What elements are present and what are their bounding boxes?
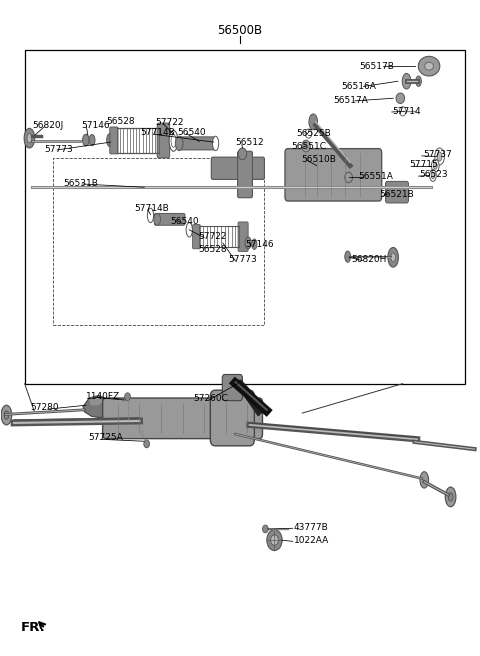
Text: 57725A: 57725A bbox=[88, 434, 122, 443]
Ellipse shape bbox=[175, 136, 183, 151]
Text: 56531B: 56531B bbox=[63, 180, 98, 188]
Ellipse shape bbox=[147, 208, 154, 222]
Ellipse shape bbox=[89, 134, 95, 146]
Text: 56517A: 56517A bbox=[333, 96, 368, 106]
Ellipse shape bbox=[252, 239, 257, 249]
Text: 57714: 57714 bbox=[392, 108, 421, 117]
Text: 1140FZ: 1140FZ bbox=[86, 392, 120, 401]
Circle shape bbox=[267, 529, 282, 550]
Text: 57280: 57280 bbox=[30, 403, 59, 413]
FancyBboxPatch shape bbox=[157, 123, 169, 158]
Text: 56540: 56540 bbox=[178, 128, 206, 136]
Text: 57714B: 57714B bbox=[135, 205, 169, 213]
Ellipse shape bbox=[420, 472, 429, 488]
FancyBboxPatch shape bbox=[285, 149, 382, 201]
FancyBboxPatch shape bbox=[155, 213, 185, 225]
FancyBboxPatch shape bbox=[222, 375, 242, 401]
Ellipse shape bbox=[1, 405, 12, 425]
Text: 57722: 57722 bbox=[198, 232, 227, 241]
Text: 56523: 56523 bbox=[419, 171, 448, 179]
FancyBboxPatch shape bbox=[110, 127, 118, 154]
Circle shape bbox=[125, 393, 131, 401]
Polygon shape bbox=[89, 398, 104, 405]
Text: 1022AA: 1022AA bbox=[294, 535, 329, 544]
Ellipse shape bbox=[171, 134, 176, 148]
Text: 57714B: 57714B bbox=[140, 129, 175, 137]
FancyBboxPatch shape bbox=[238, 222, 248, 251]
Ellipse shape bbox=[83, 134, 89, 146]
FancyBboxPatch shape bbox=[192, 224, 200, 249]
Text: 56516A: 56516A bbox=[341, 82, 376, 91]
Text: 56551C: 56551C bbox=[292, 142, 327, 150]
Polygon shape bbox=[234, 380, 266, 416]
Ellipse shape bbox=[4, 411, 9, 419]
Ellipse shape bbox=[445, 487, 456, 506]
FancyBboxPatch shape bbox=[385, 181, 408, 203]
Ellipse shape bbox=[402, 73, 411, 89]
Text: FR.: FR. bbox=[21, 621, 46, 634]
Ellipse shape bbox=[432, 159, 439, 173]
FancyBboxPatch shape bbox=[238, 152, 252, 197]
Text: 56820J: 56820J bbox=[32, 121, 63, 130]
Ellipse shape bbox=[433, 162, 437, 169]
Circle shape bbox=[144, 440, 150, 448]
Text: 56510B: 56510B bbox=[301, 155, 336, 163]
Text: 43777B: 43777B bbox=[294, 522, 328, 531]
Text: 56517B: 56517B bbox=[360, 62, 395, 71]
Ellipse shape bbox=[24, 129, 35, 148]
Ellipse shape bbox=[345, 251, 350, 262]
Circle shape bbox=[345, 173, 352, 182]
Text: 57715: 57715 bbox=[409, 160, 438, 169]
Circle shape bbox=[263, 525, 268, 533]
Ellipse shape bbox=[107, 134, 113, 147]
Text: 56528: 56528 bbox=[107, 117, 135, 127]
Text: 57773: 57773 bbox=[45, 146, 73, 154]
Ellipse shape bbox=[431, 173, 434, 178]
Text: 57146: 57146 bbox=[245, 240, 274, 249]
Text: 57722: 57722 bbox=[156, 118, 184, 127]
Bar bbox=[53, 158, 264, 325]
Text: 56500B: 56500B bbox=[217, 24, 263, 37]
Bar bbox=[24, 50, 465, 384]
Text: 57773: 57773 bbox=[228, 255, 257, 264]
Ellipse shape bbox=[448, 493, 453, 501]
Ellipse shape bbox=[309, 114, 318, 130]
Ellipse shape bbox=[425, 62, 433, 70]
Circle shape bbox=[271, 535, 278, 545]
Text: 56540: 56540 bbox=[170, 217, 199, 226]
Circle shape bbox=[238, 148, 247, 160]
Text: 56551A: 56551A bbox=[359, 172, 394, 180]
Ellipse shape bbox=[186, 222, 192, 237]
Text: 56521B: 56521B bbox=[379, 190, 414, 199]
Circle shape bbox=[302, 140, 311, 152]
Text: 57260C: 57260C bbox=[193, 394, 228, 403]
Ellipse shape bbox=[396, 93, 405, 104]
Text: 56525B: 56525B bbox=[296, 129, 331, 138]
Ellipse shape bbox=[169, 131, 178, 152]
Ellipse shape bbox=[430, 170, 436, 181]
Ellipse shape bbox=[388, 247, 398, 267]
FancyBboxPatch shape bbox=[103, 398, 263, 439]
Text: 56528: 56528 bbox=[198, 245, 227, 254]
Polygon shape bbox=[83, 396, 110, 418]
FancyBboxPatch shape bbox=[211, 157, 264, 179]
Ellipse shape bbox=[154, 213, 160, 225]
Text: 57146: 57146 bbox=[81, 121, 110, 130]
Ellipse shape bbox=[213, 136, 219, 151]
Text: 57737: 57737 bbox=[423, 150, 452, 159]
Ellipse shape bbox=[245, 237, 251, 249]
Text: 56512: 56512 bbox=[235, 138, 264, 147]
Text: 56820H: 56820H bbox=[351, 255, 386, 264]
Circle shape bbox=[399, 107, 406, 116]
FancyBboxPatch shape bbox=[210, 390, 254, 446]
Ellipse shape bbox=[435, 148, 444, 165]
Ellipse shape bbox=[416, 76, 421, 87]
Ellipse shape bbox=[418, 56, 440, 76]
Ellipse shape bbox=[27, 134, 32, 143]
FancyBboxPatch shape bbox=[178, 137, 215, 150]
Circle shape bbox=[305, 129, 312, 138]
Ellipse shape bbox=[437, 152, 442, 161]
Ellipse shape bbox=[391, 253, 396, 262]
